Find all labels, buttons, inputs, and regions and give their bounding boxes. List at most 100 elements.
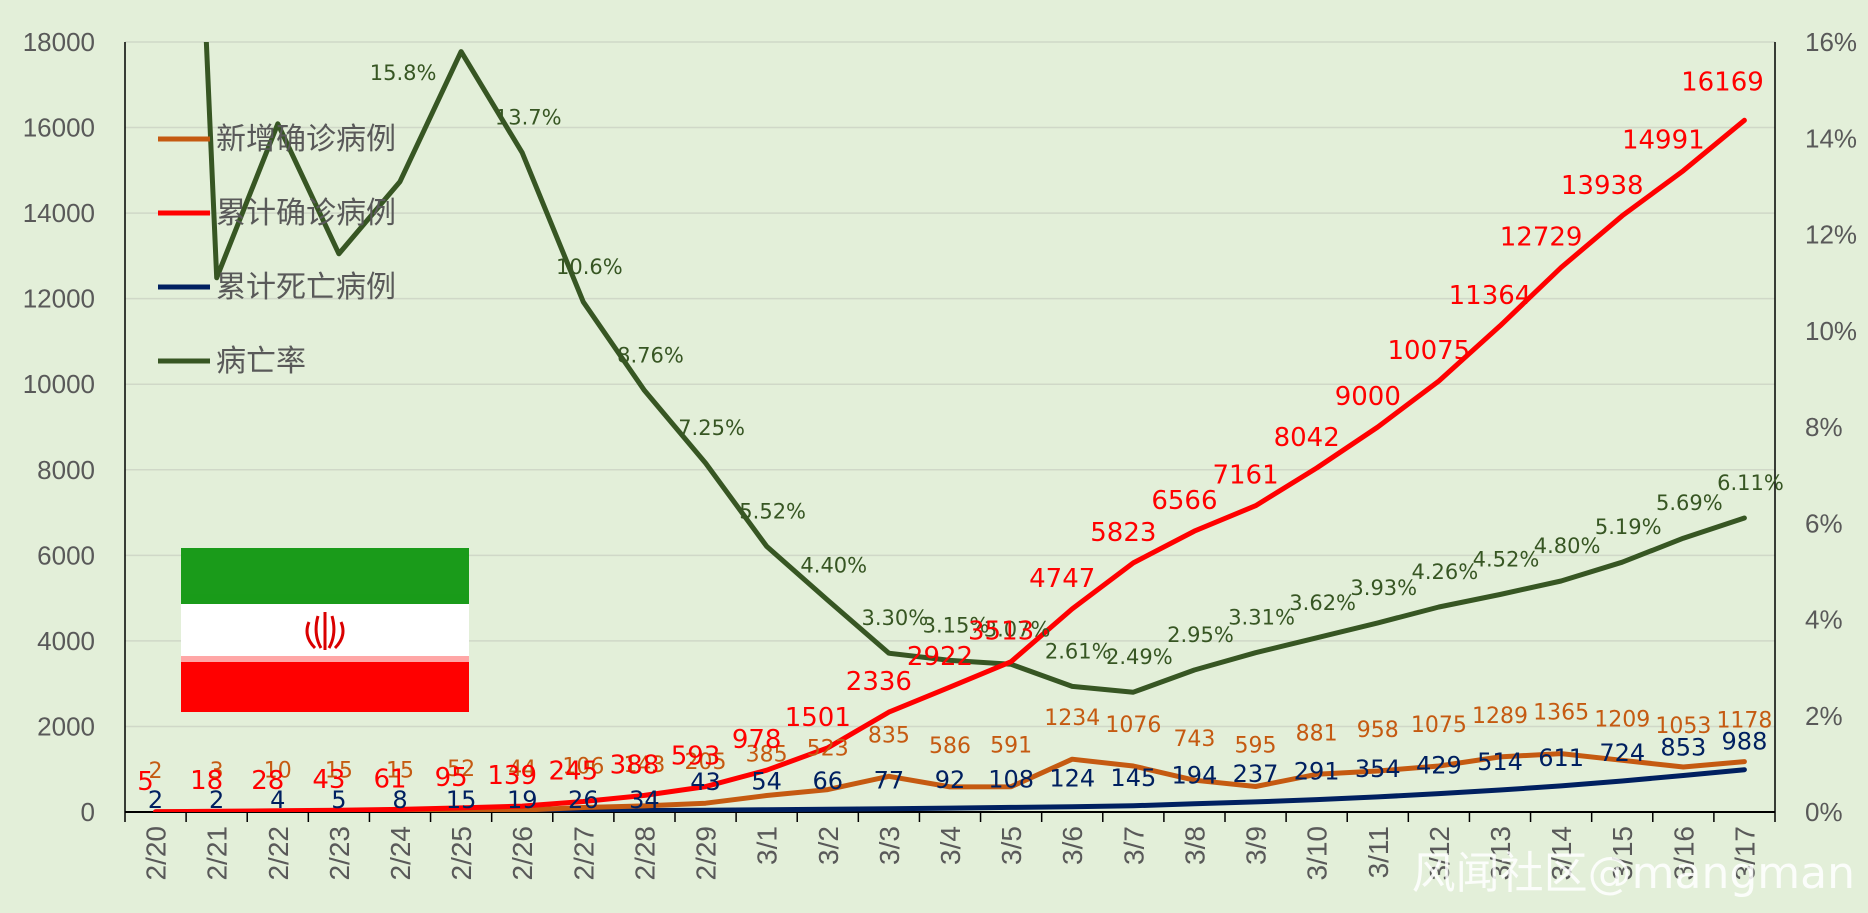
new-cases-data-label: 591 bbox=[990, 734, 1032, 759]
fatality-rate-data-label: 5.19% bbox=[1595, 515, 1662, 539]
fatality-rate-data-label: 2.49% bbox=[1106, 645, 1173, 669]
cumulative-cases-line bbox=[153, 117, 1747, 812]
fatality-rate-data-label: 4.52% bbox=[1473, 547, 1540, 571]
fatality-rate-data-label: 4.40% bbox=[800, 553, 867, 577]
cumulative-deaths-data-label: 354 bbox=[1355, 755, 1401, 783]
cumulative-deaths-data-label: 611 bbox=[1538, 744, 1584, 772]
cumulative-deaths-data-label: 77 bbox=[874, 767, 905, 795]
right-tick-label: 4% bbox=[1805, 605, 1843, 635]
x-tick-label: 3/12 bbox=[1424, 826, 1455, 881]
right-tick-label: 2% bbox=[1805, 701, 1843, 731]
cumulative-deaths-data-label: 2 bbox=[148, 786, 163, 814]
cumulative-cases-data-label: 5 bbox=[137, 767, 154, 797]
left-tick-label: 6000 bbox=[37, 540, 95, 570]
new-cases-data-label: 143 bbox=[623, 753, 665, 778]
cumulative-deaths-data-label: 8 bbox=[392, 786, 407, 814]
new-cases-data-label: 1053 bbox=[1655, 714, 1711, 739]
flag-emblem-icon bbox=[305, 612, 345, 650]
x-tick-label: 3/14 bbox=[1546, 826, 1577, 881]
left-tick-label: 4000 bbox=[37, 626, 95, 656]
cumulative-cases-data-label: 388 bbox=[610, 750, 660, 780]
fatality-rate-data-label: 3.07% bbox=[984, 617, 1051, 641]
cumulative-deaths-data-label: 988 bbox=[1722, 728, 1768, 756]
new-cases-data-label: 743 bbox=[1173, 727, 1215, 752]
cumulative-cases-data-label: 14991 bbox=[1622, 126, 1705, 156]
fatality-rate-data-label: 2.95% bbox=[1167, 623, 1234, 647]
fatality-rate-data-label: 5.52% bbox=[739, 499, 806, 523]
new-cases-data-label: 205 bbox=[685, 750, 727, 775]
new-cases-data-label: 1365 bbox=[1533, 701, 1589, 726]
fatality-rate-data-label: 4.26% bbox=[1412, 560, 1479, 584]
right-tick-label: 6% bbox=[1805, 508, 1843, 538]
x-tick-label: 2/23 bbox=[324, 826, 355, 881]
cumulative-deaths-data-label: 853 bbox=[1660, 734, 1706, 762]
x-tick-label: 2/24 bbox=[385, 826, 416, 881]
x-tick-label: 3/15 bbox=[1607, 826, 1638, 881]
cumulative-deaths-data-label: 2 bbox=[209, 786, 224, 814]
legend: 新增确诊病例 累计确诊病例 累计死亡病例 病亡率 bbox=[158, 122, 396, 379]
x-tick-label: 2/20 bbox=[141, 826, 172, 881]
fatality-rate-data-label: 2.61% bbox=[1045, 639, 1112, 663]
fatality-rate-data-label: 6.11% bbox=[1717, 471, 1784, 495]
left-tick-label: 14000 bbox=[23, 198, 95, 228]
fatality-rate-data-label: 3.93% bbox=[1350, 576, 1417, 600]
new-cases-data-label: 3 bbox=[210, 759, 224, 784]
cumulative-deaths-data-label: 43 bbox=[690, 768, 721, 796]
fatality-rate-data-label: 3.30% bbox=[862, 606, 929, 630]
x-tick-label: 3/6 bbox=[1057, 826, 1088, 865]
new-cases-data-label: 106 bbox=[562, 754, 604, 779]
left-tick-label: 8000 bbox=[37, 455, 95, 485]
cumulative-cases-data-label: 2336 bbox=[846, 667, 912, 697]
flag-border-pattern bbox=[181, 594, 469, 662]
legend-label-cumulative: 累计确诊病例 bbox=[216, 196, 396, 231]
cumulative-cases-data-label: 1501 bbox=[785, 703, 851, 733]
cumulative-deaths-data-label: 19 bbox=[507, 786, 538, 814]
right-tick-label: 14% bbox=[1805, 123, 1857, 153]
new-cases-data-label: 15 bbox=[325, 758, 353, 783]
fatality-rate-data-label: 3.31% bbox=[1228, 606, 1295, 630]
left-tick-label: 18000 bbox=[23, 27, 95, 57]
legend-label-deaths: 累计死亡病例 bbox=[216, 270, 396, 305]
new-cases-data-label: 835 bbox=[868, 723, 910, 748]
cumulative-cases-data-label: 3513 bbox=[968, 617, 1034, 647]
left-tick-label: 16000 bbox=[23, 113, 95, 143]
x-tick-label: 3/2 bbox=[813, 826, 844, 865]
cumulative-cases-data-label: 13938 bbox=[1561, 171, 1644, 201]
right-tick-label: 10% bbox=[1805, 316, 1857, 346]
cumulative-deaths-data-label: 66 bbox=[813, 767, 844, 795]
iran-flag bbox=[181, 548, 469, 712]
cumulative-cases-data-label: 10075 bbox=[1388, 336, 1471, 366]
right-tick-label: 12% bbox=[1805, 220, 1857, 250]
left-tick-label: 2000 bbox=[37, 711, 95, 741]
cumulative-deaths-data-label: 15 bbox=[446, 786, 477, 814]
legend-label-fatality: 病亡率 bbox=[216, 344, 306, 379]
new-cases-data-label: 385 bbox=[746, 743, 788, 768]
cumulative-deaths-data-label: 92 bbox=[935, 766, 966, 794]
cumulative-cases-data-label: 8042 bbox=[1274, 423, 1340, 453]
new-cases-data-label: 1289 bbox=[1472, 704, 1528, 729]
cumulative-cases-data-label: 7161 bbox=[1212, 461, 1278, 491]
fatality-rate-data-label: 8.76% bbox=[617, 343, 684, 367]
fatality-rate-data-label: 3.62% bbox=[1289, 591, 1356, 615]
new-cases-data-label: 2 bbox=[149, 759, 163, 784]
cumulative-deaths-data-label: 124 bbox=[1049, 765, 1095, 793]
legend-label-new: 新增确诊病例 bbox=[216, 122, 396, 157]
left-axis: 0 2000 4000 6000 8000 10000 12000 14000 16000 180… bbox=[23, 27, 126, 827]
flag-green-band bbox=[181, 548, 469, 604]
new-cases-data-label: 1075 bbox=[1411, 713, 1467, 738]
x-tick-label: 2/26 bbox=[507, 826, 538, 881]
new-cases-data-label: 523 bbox=[807, 737, 849, 762]
x-tick-label: 2/29 bbox=[691, 826, 722, 881]
cumulative-deaths-data-label: 237 bbox=[1233, 760, 1279, 788]
x-tick-label: 2/21 bbox=[202, 826, 233, 881]
cumulative-deaths-data-label: 26 bbox=[568, 786, 599, 814]
fatality-rate-data-label: 7.25% bbox=[678, 416, 745, 440]
cumulative-cases-data-label: 28 bbox=[251, 766, 284, 796]
fatality-rate-data-label: 13.7% bbox=[495, 106, 562, 130]
x-tick-label: 2/28 bbox=[629, 826, 660, 881]
right-tick-label: 0% bbox=[1805, 797, 1843, 827]
cumulative-cases-data-label: 2922 bbox=[907, 642, 973, 672]
cumulative-cases-data-label: 43 bbox=[312, 765, 345, 795]
x-tick-label: 3/8 bbox=[1179, 826, 1210, 865]
